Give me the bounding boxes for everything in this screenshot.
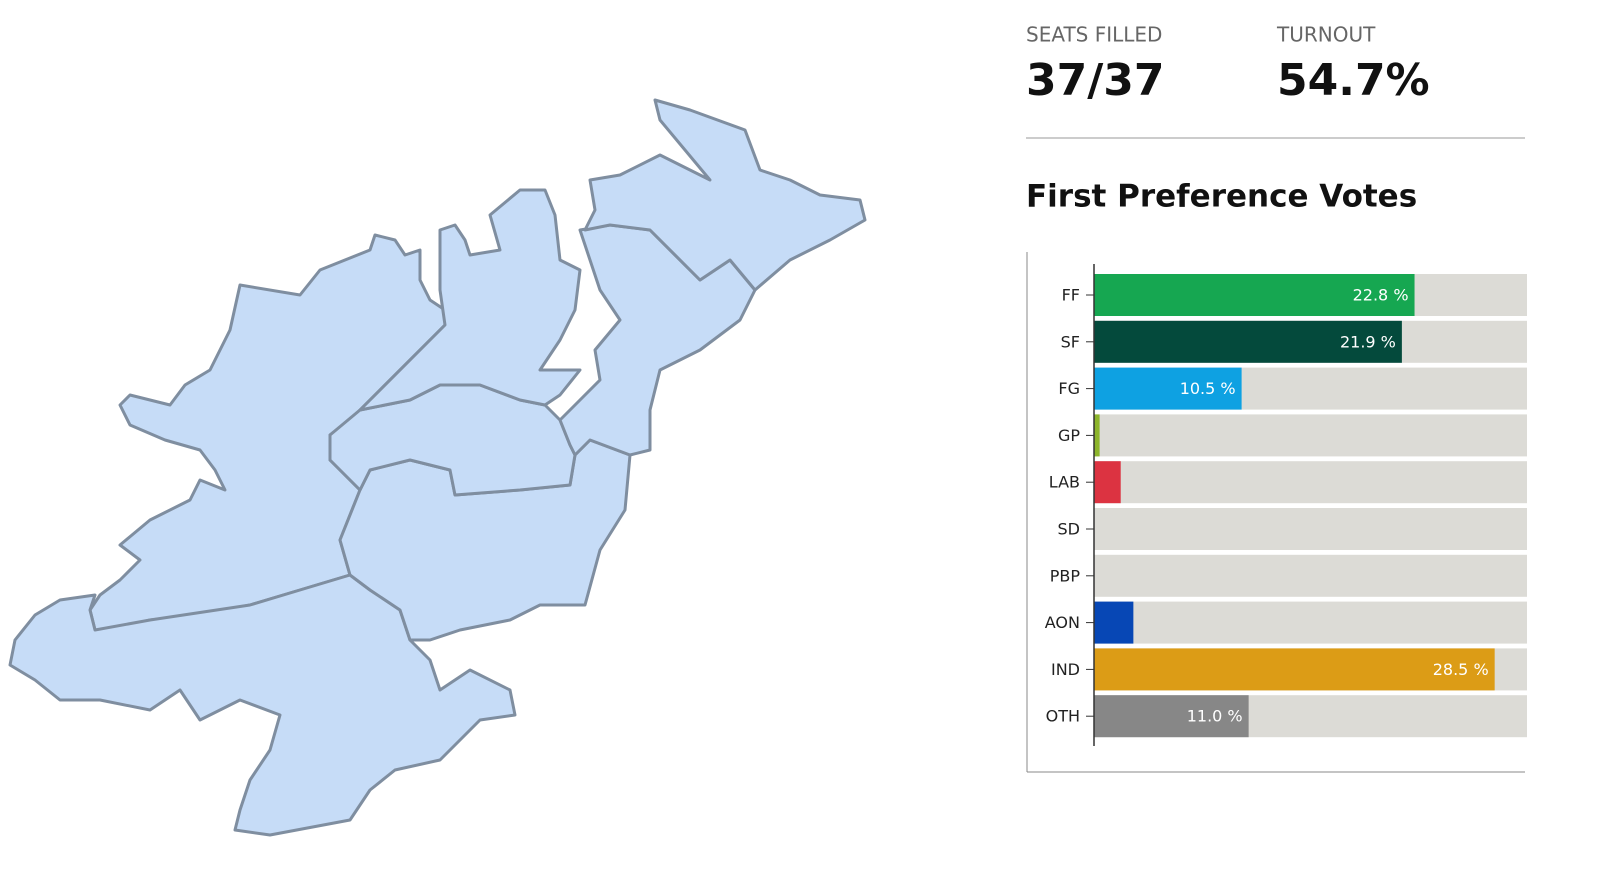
bar-track: [1094, 414, 1527, 457]
data-label: 28.5 %: [1433, 660, 1489, 679]
data-label: 21.9 %: [1340, 332, 1396, 351]
y-tick-label: FG: [1058, 379, 1080, 398]
bar-chart: FF 22.8 % SF 21.9 % FG 10.5 % GP LAB SD PBP AON IND…: [1045, 274, 1527, 738]
region[interactable]: [583, 98, 867, 292]
map: [8, 98, 867, 837]
data-label: 11.0 %: [1187, 707, 1243, 726]
region[interactable]: [358, 188, 582, 412]
stat-label: TURNOUT: [1276, 23, 1376, 47]
y-tick-label: OTH: [1046, 707, 1080, 726]
y-tick-label: AON: [1045, 613, 1080, 632]
y-tick-label: FF: [1062, 286, 1080, 305]
data-label: 22.8 %: [1353, 286, 1409, 305]
bar: [1094, 414, 1100, 457]
stat-value: 54.7%: [1277, 55, 1430, 106]
y-tick-label: PBP: [1050, 566, 1081, 585]
y-tick-label: SF: [1061, 332, 1080, 351]
y-tick-label: IND: [1051, 660, 1080, 679]
stat-label: SEATS FILLED: [1026, 23, 1162, 47]
data-label: 10.5 %: [1180, 379, 1236, 398]
bar: [1094, 648, 1495, 691]
stat-value: 37/37: [1026, 55, 1165, 106]
bar-track: [1094, 601, 1527, 644]
bar: [1094, 461, 1121, 504]
y-tick-label: SD: [1058, 520, 1080, 539]
bar: [1094, 601, 1134, 644]
bar: [1094, 695, 1249, 738]
bar-track: [1094, 461, 1527, 504]
bar: [1094, 274, 1415, 316]
bar-track: [1094, 508, 1527, 550]
y-tick-label: LAB: [1049, 473, 1080, 492]
bar-track: [1094, 554, 1527, 597]
y-tick-label: GP: [1058, 426, 1080, 445]
bar: [1094, 367, 1242, 410]
chart-title: First Preference Votes: [1026, 179, 1417, 215]
bar: [1094, 320, 1402, 363]
